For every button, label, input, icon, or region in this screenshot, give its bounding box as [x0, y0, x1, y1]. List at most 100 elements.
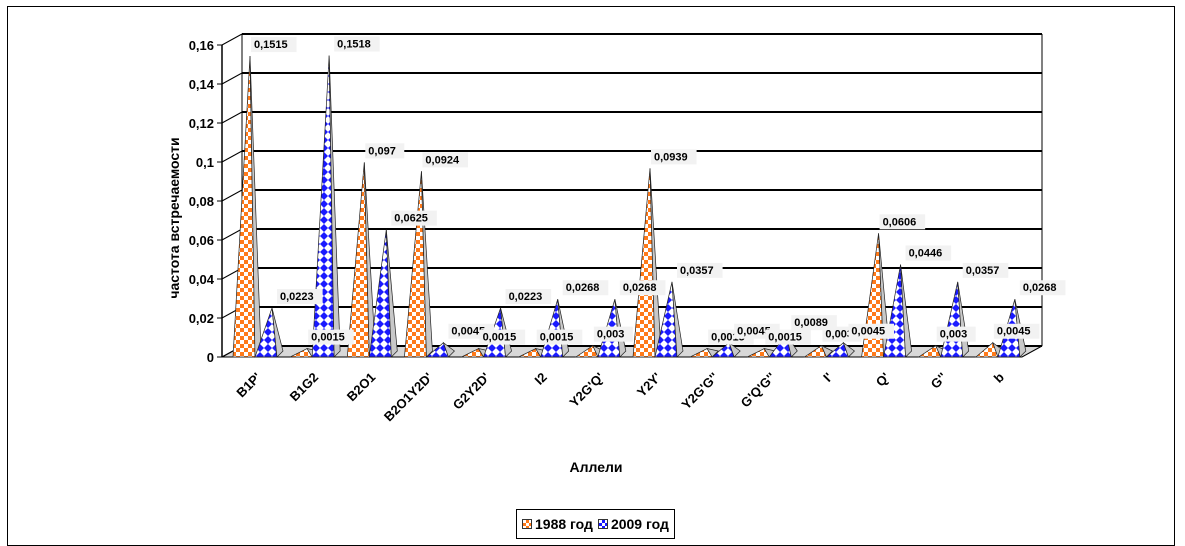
bar-side — [728, 341, 741, 358]
x-tick-label: B2O1 — [344, 370, 379, 405]
bar-2009-11 — [883, 264, 912, 358]
x-tick-label: G'' — [928, 370, 950, 392]
data-label-bg — [422, 152, 469, 168]
bar-1988-10 — [803, 344, 834, 358]
data-label-bg — [905, 245, 952, 261]
data-label: 0,0045 — [851, 326, 885, 338]
bar-2009-1 — [311, 55, 341, 358]
data-label: 0,0357 — [966, 265, 1000, 277]
x-tick-label: Y2Y' — [634, 370, 664, 400]
data-label: 0,0446 — [909, 248, 943, 260]
y-tick-label: 0,04 — [189, 272, 215, 287]
data-label-bg — [505, 289, 552, 305]
data-label-bg — [251, 37, 297, 53]
data-label: 0,1518 — [337, 38, 371, 50]
data-label-bg — [677, 262, 723, 278]
data-label-bg — [651, 149, 697, 165]
data-label: 0,0223 — [280, 291, 314, 303]
data-label: 0,1515 — [254, 39, 288, 51]
legend-item-1988: 1988 год — [522, 516, 593, 532]
legend: 1988 год 2009 год — [516, 509, 675, 539]
bar-side — [820, 344, 834, 358]
bar-1988-0 — [232, 56, 262, 358]
y-axis: 0 0,02 0,04 0,06 0,08 0,1 0,12 0,14 0,16 — [189, 34, 243, 365]
bars — [232, 55, 1027, 358]
data-label: 0,0625 — [394, 213, 428, 225]
x-tick-label: I' — [820, 370, 835, 385]
gridlines — [221, 33, 1043, 358]
data-label-bg — [765, 329, 811, 345]
x-tick-label: I2 — [532, 370, 550, 388]
data-label: 0,0939 — [654, 151, 688, 163]
data-label: 0,097 — [368, 145, 396, 157]
data-label: 0,0268 — [623, 282, 657, 294]
x-axis: B1P' B1G2 B2O1 B2O1Y2D' G2Y2D' I2 Y2G'Q' Y2Y' Y2… — [233, 369, 1007, 424]
data-label-bg — [277, 289, 323, 305]
data-label-bg — [936, 326, 976, 342]
data-label-bg — [308, 329, 354, 345]
data-label: 0,0045 — [451, 326, 485, 338]
x-tick-label: b — [991, 369, 1007, 385]
chart-canvas: 00,020,040,060,080,10,120,140,16 0,15150… — [166, 33, 1066, 475]
bar-side — [442, 341, 455, 358]
y-tick-label: 0 — [207, 350, 214, 365]
bar-side — [271, 307, 284, 358]
legend-swatch-2009 — [597, 519, 608, 529]
data-label: 0,0015 — [483, 332, 517, 344]
data-labels: 0,1515 0,0223 0,0015 0,1518 0,097 0,0625 0,092… — [251, 36, 1066, 345]
data-label: 0,0015 — [311, 332, 345, 344]
data-label: 0,0606 — [883, 216, 917, 228]
legend-label-2009: 2009 год — [610, 516, 669, 532]
x-tick-label: B1G2 — [287, 370, 322, 405]
data-label: 0,0015 — [540, 332, 574, 344]
bar-side — [328, 55, 341, 358]
y-tick-label: 0,16 — [189, 38, 214, 53]
bar-side — [706, 348, 719, 358]
data-label: 0,0045 — [737, 326, 771, 338]
data-label: 0,0045 — [997, 326, 1031, 338]
gridline-diag — [221, 150, 243, 163]
bar-2009-12 — [940, 281, 970, 358]
gridline-diag — [221, 33, 243, 46]
data-label: 0,003 — [940, 329, 968, 341]
bar-2009-7 — [654, 281, 684, 358]
bar-2009-3 — [425, 341, 455, 358]
bar-side — [385, 229, 398, 358]
data-label: 0,0223 — [509, 291, 543, 303]
data-label: 0,0924 — [425, 154, 460, 166]
gridline-diag — [221, 228, 243, 241]
y-tick-label: 0,08 — [189, 194, 214, 209]
data-label: 0,003 — [825, 329, 853, 341]
data-label-bg — [391, 210, 437, 226]
legend-swatch-1988 — [522, 519, 532, 529]
y-tick-label: 0,02 — [189, 311, 214, 326]
data-label-bg — [962, 262, 1009, 278]
data-label-bg — [993, 323, 1040, 339]
x-tick-label: B2O1Y2D' — [381, 370, 436, 425]
data-label-bg — [619, 280, 666, 296]
bar-2009-8 — [711, 341, 741, 358]
x-axis-title: Аллели — [570, 459, 623, 475]
x-tick-label: Q' — [873, 370, 893, 390]
bar-1988-2 — [346, 162, 376, 358]
bar-1988-6 — [574, 344, 605, 358]
data-label-bg — [848, 323, 895, 339]
data-label-bg — [791, 315, 837, 331]
y-tick-label: 0,12 — [189, 116, 214, 131]
x-tick-label: G2Y2D' — [450, 370, 493, 413]
data-label: 0,0268 — [566, 282, 600, 294]
data-label-bg — [536, 329, 583, 345]
gridline-diag — [221, 72, 243, 85]
data-label-bg — [562, 280, 609, 296]
data-label-bg — [365, 143, 405, 159]
bar-2009-10 — [825, 341, 855, 358]
y-axis-title: частота встречаемости — [166, 137, 182, 298]
bar-1988-8 — [689, 348, 719, 358]
bar-side — [900, 264, 912, 358]
data-label: 0,0268 — [1023, 282, 1057, 294]
data-label-bg — [1019, 280, 1066, 296]
bar-2009-0 — [254, 307, 284, 358]
y-tick-label: 0,1 — [196, 155, 214, 170]
data-label-bg — [879, 214, 926, 230]
x-tick-label: Y2G'G'' — [679, 370, 722, 413]
